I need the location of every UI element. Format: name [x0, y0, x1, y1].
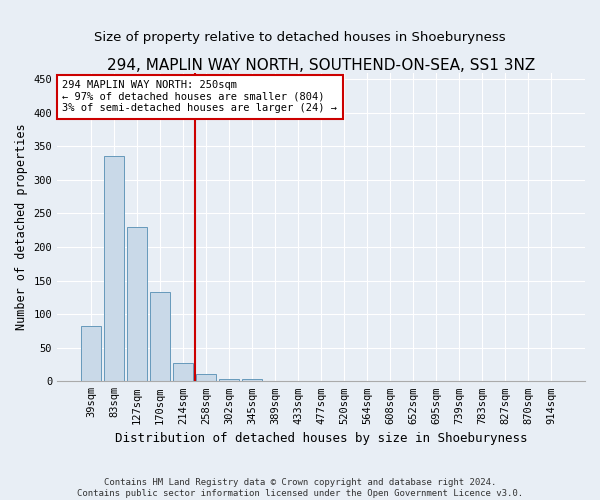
Bar: [127, 227, 147, 382]
Text: 294 MAPLIN WAY NORTH: 250sqm
← 97% of detached houses are smaller (804)
3% of se: 294 MAPLIN WAY NORTH: 250sqm ← 97% of de…: [62, 80, 337, 114]
Bar: [242, 380, 262, 382]
Bar: [219, 378, 239, 382]
Bar: [150, 292, 170, 382]
Bar: [472, 380, 492, 382]
Bar: [541, 380, 561, 382]
Bar: [380, 380, 400, 382]
Bar: [104, 156, 124, 382]
Title: 294, MAPLIN WAY NORTH, SOUTHEND-ON-SEA, SS1 3NZ: 294, MAPLIN WAY NORTH, SOUTHEND-ON-SEA, …: [107, 58, 535, 72]
Bar: [196, 374, 216, 382]
X-axis label: Distribution of detached houses by size in Shoeburyness: Distribution of detached houses by size …: [115, 432, 527, 445]
Bar: [265, 380, 285, 382]
Bar: [173, 362, 193, 382]
Y-axis label: Number of detached properties: Number of detached properties: [15, 124, 28, 330]
Bar: [81, 326, 101, 382]
Text: Size of property relative to detached houses in Shoeburyness: Size of property relative to detached ho…: [94, 31, 506, 44]
Text: Contains HM Land Registry data © Crown copyright and database right 2024.
Contai: Contains HM Land Registry data © Crown c…: [77, 478, 523, 498]
